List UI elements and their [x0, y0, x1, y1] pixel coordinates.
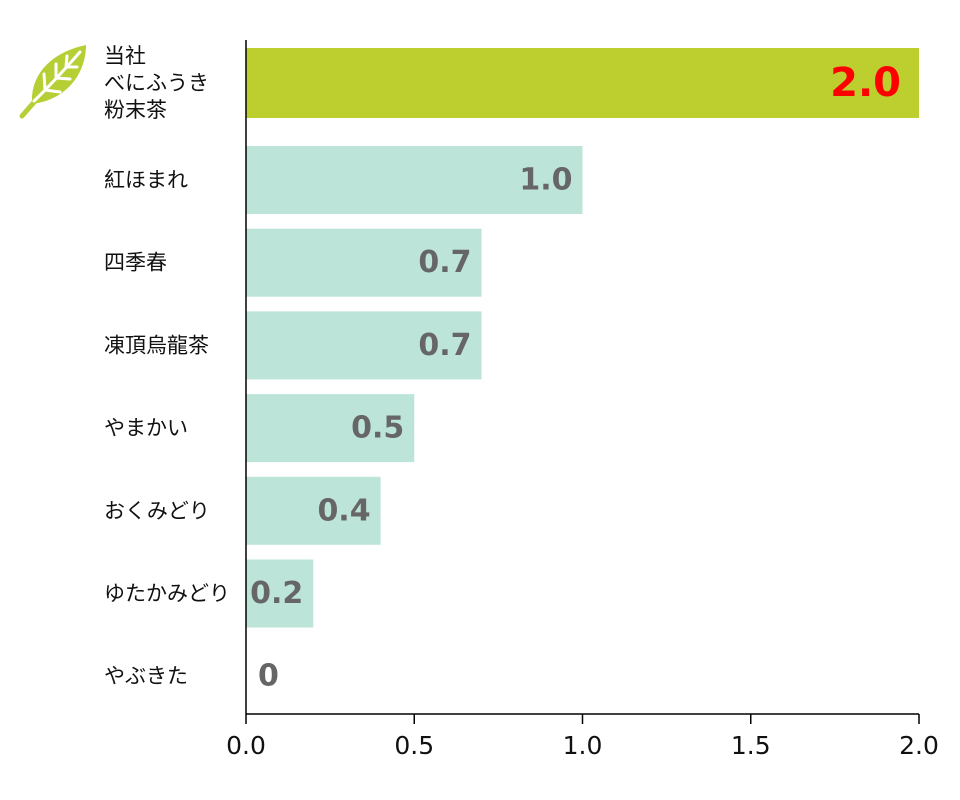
value-label-7: 0: [258, 659, 279, 694]
category-label-7: やぶきた: [104, 664, 188, 688]
category-label-4: やまかい: [104, 416, 188, 440]
category-label-6: ゆたかみどり: [104, 582, 230, 606]
leaf-icon: [19, 45, 86, 119]
bars-layer: [246, 48, 919, 628]
category-label-0-line-2: 粉末茶: [104, 98, 167, 122]
axes: 0.0 0.5 1.0 1.5 2.0: [226, 40, 939, 760]
bar-3: [246, 311, 482, 380]
icon-layer: [19, 45, 86, 119]
bar-1: [246, 146, 583, 214]
value-label-4: 0.5: [351, 411, 404, 446]
category-label-5: おくみどり: [104, 499, 210, 523]
category-label-0-line-1: べにふうき: [104, 71, 209, 95]
category-label-1: 紅ほまれ: [104, 168, 188, 192]
category-label-2: 四季春: [104, 251, 167, 275]
x-tick-label-3: 1.5: [731, 731, 771, 760]
value-label-2: 0.7: [418, 245, 471, 280]
value-label-1: 1.0: [519, 163, 572, 198]
value-label-3: 0.7: [418, 328, 471, 363]
bar-6: [246, 559, 314, 628]
bar-5: [246, 476, 381, 545]
value-labels: 2.0 1.0 0.7 0.7 0.5 0.4 0.2 0: [250, 60, 901, 694]
x-tick-label-0: 0.0: [226, 731, 266, 760]
bar-2: [246, 228, 482, 297]
value-label-5: 0.4: [317, 493, 370, 528]
value-label-0: 2.0: [830, 60, 901, 106]
x-tick-label-4: 2.0: [899, 731, 939, 760]
x-tick-label-1: 0.5: [394, 731, 434, 760]
x-tick-label-2: 1.0: [563, 731, 603, 760]
category-labels: 当社べにふうき粉末茶紅ほまれ四季春凍頂烏龍茶やまかいおくみどりゆたかみどりやぶき…: [104, 44, 230, 688]
value-label-6: 0.2: [250, 576, 303, 611]
bar-0: [246, 48, 919, 118]
category-label-0-line-0: 当社: [104, 44, 146, 68]
bar-4: [246, 394, 415, 463]
category-label-3: 凍頂烏龍茶: [104, 333, 209, 357]
